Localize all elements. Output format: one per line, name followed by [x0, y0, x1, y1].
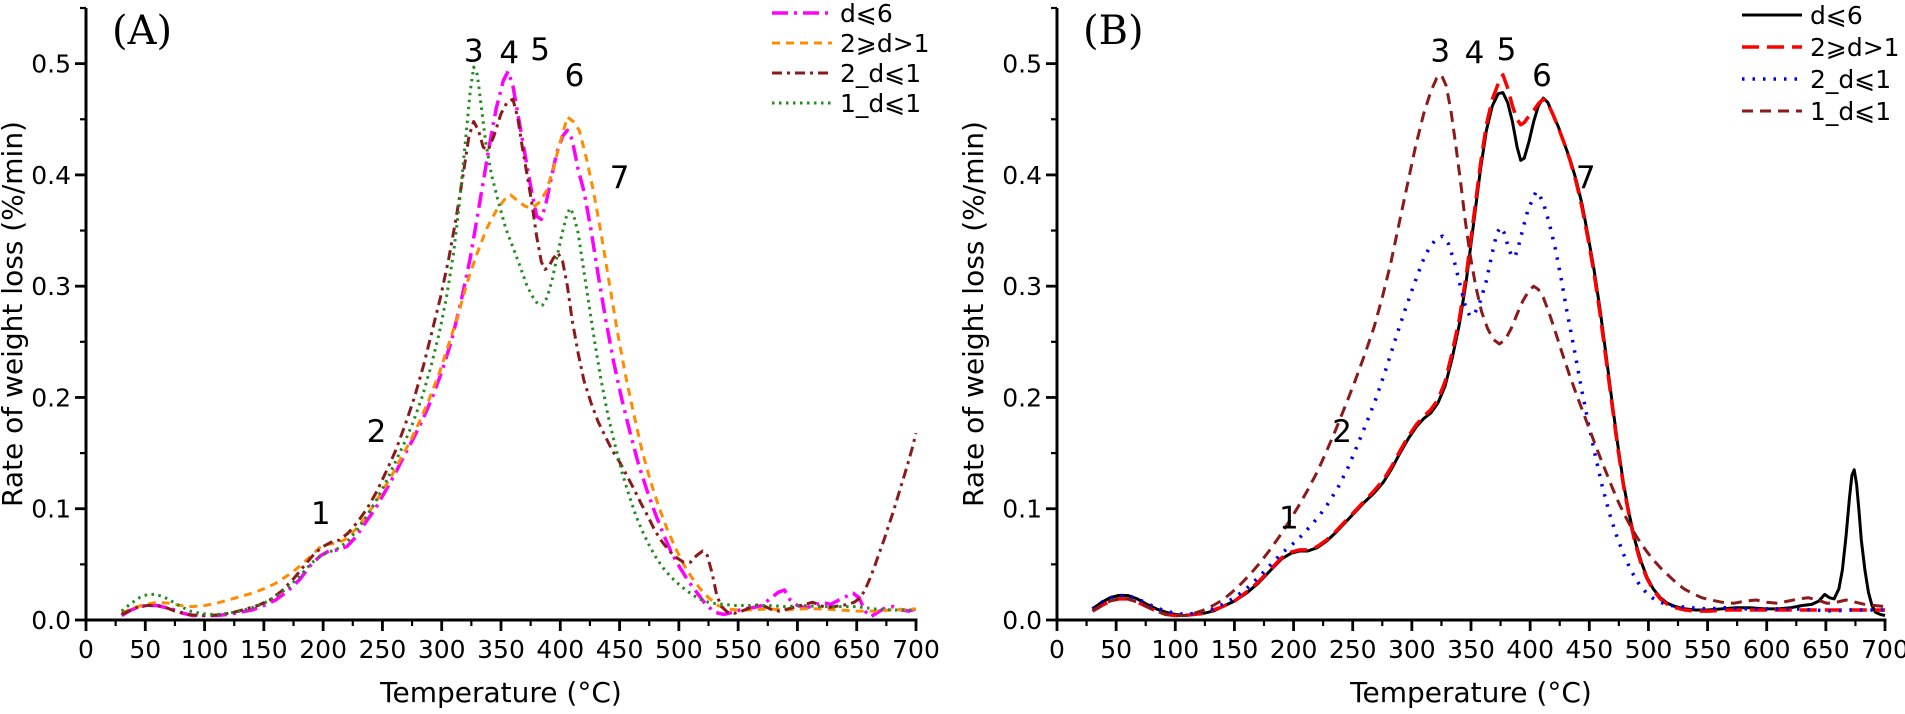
panel-B-peak-label-5: 5	[1497, 32, 1517, 68]
panel-A-y-tick-label-0.5: 0.5	[31, 50, 71, 79]
panel-A: 0 50 100 150 200 250 300 350 400 450 500 550 600 650 7…	[0, 0, 940, 709]
panel-B-x-axis-title: Temperature (°C)	[1349, 676, 1592, 709]
panel-B-y-tick-label-0.4: 0.4	[1002, 161, 1042, 190]
panel-B-letter: (B)	[1083, 8, 1144, 54]
panel-A-legend-label-d-6: d⩽6	[840, 0, 893, 28]
panel-A-y-tick-label-0.4: 0.4	[31, 161, 71, 190]
panel-B-x-tick-label-300: 300	[1388, 635, 1436, 664]
panel-A-x-tick-label-350: 350	[477, 635, 525, 664]
panel-B-x-tick-label-200: 200	[1270, 635, 1318, 664]
panel-A-x-tick-label-50: 50	[129, 635, 161, 664]
panel-A-peak-label-5: 5	[530, 32, 550, 68]
panel-B-x-tick-label-600: 600	[1743, 635, 1791, 664]
panel-A-curve-2-d-1	[120, 115, 917, 615]
panel-A-legend-label-1-d-1: 1_d⩽1	[840, 89, 921, 118]
panel-B-x-tick-label-500: 500	[1625, 635, 1673, 664]
panel-A-letter: (A)	[112, 8, 172, 54]
panel-A-y-axis-title: Rate of weight loss (%/min)	[0, 121, 29, 507]
panel-A-x-tick-label-400: 400	[536, 635, 584, 664]
panel-A-y-tick-label-0.0: 0.0	[31, 606, 71, 635]
panel-A-peak-label-1: 1	[311, 496, 331, 532]
panel-B-x-tick-label-0: 0	[1049, 635, 1065, 664]
panel-A-x-tick-label-300: 300	[418, 635, 466, 664]
panel-A-peak-label-3: 3	[464, 33, 484, 69]
panel-A-legend: d⩽62⩾d>12_d⩽11_d⩽1	[772, 0, 930, 118]
panel-B-x-tick-label-350: 350	[1447, 635, 1495, 664]
panel-B-peak-label-7: 7	[1576, 160, 1596, 196]
panel-A-y-tick-label-0.1: 0.1	[31, 495, 71, 524]
panel-A-x-tick-label-500: 500	[655, 635, 703, 664]
panel-B-x-tick-label-150: 150	[1211, 635, 1259, 664]
panel-A-x-tick-label-550: 550	[714, 635, 762, 664]
panel-A-y-tick-label-0.2: 0.2	[31, 383, 71, 412]
panel-B-peak-label-4: 4	[1465, 36, 1485, 72]
panel-A-legend-label-2-d-1: 2⩾d>1	[840, 29, 930, 58]
panel-A-x-tick-label-100: 100	[181, 635, 229, 664]
panel-B-x-tick-label-50: 50	[1100, 635, 1132, 664]
panel-A-x-tick-label-450: 450	[596, 635, 644, 664]
panel-A-x-tick-label-600: 600	[774, 635, 822, 664]
panel-B-x-tick-label-700: 700	[1861, 635, 1905, 664]
panel-A-legend-label-2-d-1: 2_d⩽1	[840, 59, 921, 88]
panel-B-y-tick-label-0.0: 0.0	[1002, 606, 1042, 635]
panel-B-y-axis-title: Rate of weight loss (%/min)	[957, 121, 990, 507]
panel-B-peak-label-1: 1	[1279, 501, 1299, 537]
panel-A-x-tick-label-150: 150	[240, 635, 288, 664]
panel-B-y-tick-label-0.2: 0.2	[1002, 383, 1042, 412]
panel-B-legend-label-1-d-1: 1_d⩽1	[1810, 97, 1891, 126]
panel-B-legend-label-2-d-1: 2_d⩽1	[1810, 65, 1891, 94]
panel-A-curve-1-d-1	[120, 65, 916, 616]
panel-A-peak-label-6: 6	[565, 58, 585, 94]
panel-A-peak-label-2: 2	[367, 414, 387, 450]
panel-B-x-tick-label-250: 250	[1329, 635, 1377, 664]
panel-A-curve-2-d-1	[120, 97, 918, 617]
panel-B-legend: d⩽6 2⩾d>1 2_d⩽1 1_d⩽1	[1742, 1, 1900, 126]
panel-A-curve-d-6	[120, 69, 917, 619]
panel-A-x-tick-label-200: 200	[299, 635, 347, 664]
panel-B-x-tick-label-550: 550	[1684, 635, 1732, 664]
panel-A-peak-label-4: 4	[499, 36, 519, 72]
panel-A-x-tick-label-650: 650	[833, 635, 881, 664]
panel-A-peak-label-7: 7	[610, 160, 630, 196]
panel-B-y-tick-label-0.5: 0.5	[1002, 50, 1042, 79]
panel-B-legend-label-d-6: d⩽6	[1810, 1, 1863, 30]
panel-B-x-tick-label-450: 450	[1565, 635, 1613, 664]
panel-B-x-tick-label-650: 650	[1802, 635, 1850, 664]
panel-B-curve-d-6	[1091, 91, 1886, 617]
panel-A-y-tick-label-0.3: 0.3	[31, 272, 71, 301]
panel-B: 0 50 100 150 200 250 300 350 400 450 500 550 600 650 7…	[957, 1, 1905, 709]
panel-B-x-tick-label-400: 400	[1506, 635, 1554, 664]
panel-B-curve-2-d-1	[1091, 189, 1885, 617]
panel-B-peak-label-2: 2	[1332, 414, 1352, 450]
panel-B-peak-label-3: 3	[1430, 33, 1450, 69]
panel-B-curve-2-d-1	[1091, 73, 1885, 618]
panel-B-x-tick-label-100: 100	[1151, 635, 1199, 664]
panel-B-y-tick-label-0.1: 0.1	[1002, 495, 1042, 524]
panel-A-x-tick-label-700: 700	[892, 635, 940, 664]
panel-A-x-axis-title: Temperature (°C)	[379, 676, 622, 709]
panel-B-legend-label-2-d-1: 2⩾d>1	[1810, 33, 1900, 62]
panel-B-curve-1-d-1	[1091, 73, 1886, 617]
panel-A-x-tick-label-0: 0	[78, 635, 94, 664]
panel-A-x-tick-label-250: 250	[359, 635, 407, 664]
panel-B-peak-label-6: 6	[1532, 58, 1552, 94]
panel-B-y-tick-label-0.3: 0.3	[1002, 272, 1042, 301]
